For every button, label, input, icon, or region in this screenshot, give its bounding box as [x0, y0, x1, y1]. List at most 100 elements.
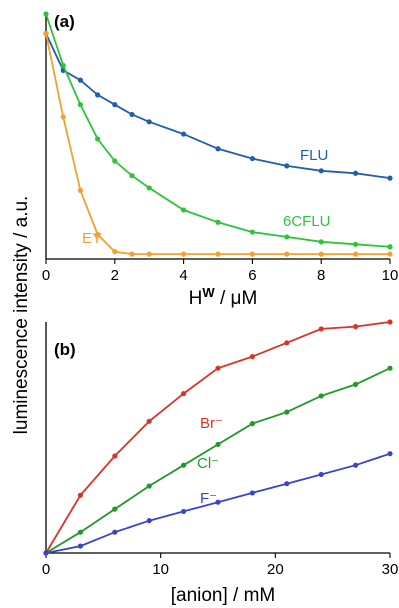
data-point-cl [284, 409, 290, 415]
data-point-cl [353, 381, 359, 387]
x-tick-label: 20 [267, 561, 284, 578]
x-tick-label: 8 [317, 267, 325, 284]
data-point-6cflu [181, 207, 187, 213]
data-point-f [181, 508, 187, 515]
data-point-br [181, 391, 187, 397]
data-point-flu [353, 170, 359, 176]
data-point-flu [181, 131, 187, 137]
data-point-br [284, 340, 290, 346]
data-point-br [249, 354, 255, 360]
data-point-ey [129, 251, 135, 257]
data-point-ey [181, 251, 187, 257]
data-point-ey [43, 30, 49, 37]
data-point-flu [318, 168, 324, 174]
data-point-br [387, 319, 393, 325]
data-point-6cflu [387, 244, 393, 250]
data-point-6cflu [215, 219, 221, 225]
panel-label: (a) [54, 12, 75, 31]
data-point-cl [387, 365, 393, 371]
data-point-6cflu [284, 234, 290, 240]
x-axis-label: HW / μM [189, 285, 258, 309]
data-point-6cflu [249, 229, 255, 235]
data-point-flu [77, 77, 83, 83]
data-point-ey [318, 251, 324, 257]
data-point-6cflu [77, 102, 83, 108]
series-label-6cflu: 6CFLU [283, 213, 331, 230]
data-point-f [77, 543, 83, 549]
panel-a: 0 2 4 6 8 10 (a) HW / μM FLU 6CFLU EY [42, 11, 399, 309]
data-point-flu [95, 92, 101, 98]
x-tick-label: 10 [382, 267, 399, 284]
data-point-flu [284, 163, 290, 169]
series-line-6cflu [45, 13, 391, 248]
data-point-cl [215, 441, 221, 448]
x-tick-label: 6 [248, 267, 256, 284]
data-point-flu [249, 155, 255, 162]
data-point-flu [215, 146, 221, 152]
data-point-6cflu [318, 239, 324, 245]
data-point-6cflu [60, 62, 66, 69]
data-point-ey [387, 251, 393, 257]
data-point-f [215, 499, 221, 505]
data-point-f [112, 529, 118, 535]
x-tick-label: 0 [42, 561, 50, 578]
x-tick-label: 0 [42, 267, 50, 284]
data-point-ey [77, 187, 83, 193]
data-point-cl [181, 462, 187, 468]
data-point-f [353, 462, 359, 468]
data-point-cl [318, 393, 324, 399]
data-point-6cflu [112, 158, 118, 164]
y-axis-label: luminescence intensity / a.u. [11, 196, 32, 435]
data-point-flu [387, 175, 393, 181]
data-point-ey [353, 251, 359, 257]
data-point-ey [60, 114, 66, 120]
data-point-f [249, 490, 255, 496]
series-label-ey: EY [82, 230, 102, 247]
data-point-f [318, 471, 324, 478]
series-label-f: F⁻ [200, 490, 217, 507]
x-tick-label: 4 [179, 267, 187, 284]
data-point-f [387, 451, 393, 457]
data-point-6cflu [95, 136, 101, 142]
axes-frame [45, 322, 390, 554]
data-point-6cflu [146, 185, 152, 191]
series-label-br: Br⁻ [200, 415, 223, 432]
data-point-cl [146, 483, 152, 489]
x-tick-label: 30 [382, 561, 399, 578]
x-tick-label: 2 [111, 267, 119, 284]
data-point-ey [112, 249, 118, 255]
data-point-br [77, 492, 83, 498]
data-point-flu [112, 102, 118, 108]
series-line-br [45, 321, 391, 554]
series-line-ey [45, 33, 390, 255]
series-line-flu [45, 33, 391, 179]
data-point-br [215, 365, 221, 371]
data-point-6cflu [43, 11, 49, 17]
data-point-ey [95, 231, 101, 238]
data-point-flu [129, 111, 135, 118]
data-point-6cflu [129, 173, 135, 179]
x-tick-label: 10 [152, 561, 169, 578]
data-point-flu [146, 119, 152, 125]
data-point-cl [77, 529, 83, 535]
panel-b: 0 10 20 30 (b) [anion] / mM Br⁻ Cl⁻ F⁻ [42, 319, 399, 606]
data-point-cl [249, 421, 255, 427]
data-point-br [112, 453, 118, 459]
data-point-br [353, 324, 359, 330]
data-point-br [146, 418, 152, 424]
data-point-f [146, 518, 152, 524]
panel-label: (b) [54, 340, 76, 359]
data-point-f [284, 481, 290, 487]
series-label-cl: Cl⁻ [197, 455, 219, 472]
data-point-ey [215, 251, 221, 257]
series-label-flu: FLU [300, 147, 328, 164]
data-point-f [43, 550, 49, 556]
data-point-br [318, 326, 324, 332]
data-point-ey [146, 251, 152, 257]
data-point-ey [249, 251, 255, 257]
data-point-6cflu [353, 241, 359, 247]
data-point-cl [112, 506, 118, 512]
x-axis-label: [anion] / mM [171, 585, 276, 606]
data-point-ey [284, 251, 290, 257]
